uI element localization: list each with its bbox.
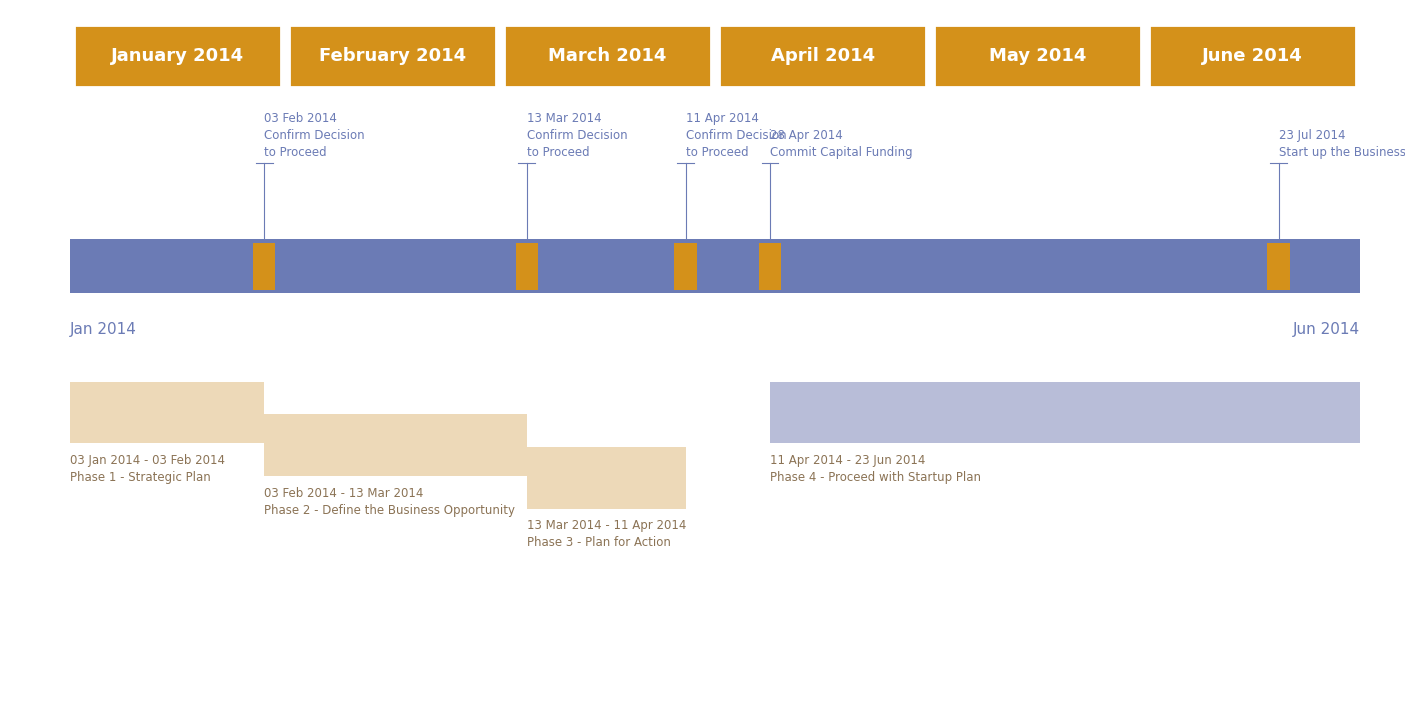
Bar — [674, 243, 697, 290]
Bar — [527, 447, 686, 508]
Bar — [934, 25, 1141, 87]
Text: 28 Apr 2014
Commit Capital Funding: 28 Apr 2014 Commit Capital Funding — [770, 130, 913, 159]
Text: 11 Apr 2014 - 23 Jun 2014
Phase 4 - Proceed with Startup Plan: 11 Apr 2014 - 23 Jun 2014 Phase 4 - Proc… — [770, 455, 981, 484]
Bar — [1149, 25, 1356, 87]
Text: 13 Mar 2014
Confirm Decision
to Proceed: 13 Mar 2014 Confirm Decision to Proceed — [527, 112, 628, 159]
Text: Jan 2014: Jan 2014 — [70, 322, 138, 337]
Bar — [770, 382, 1360, 443]
Text: 11 Apr 2014
Confirm Decision
to Proceed: 11 Apr 2014 Confirm Decision to Proceed — [686, 112, 787, 159]
Bar — [1267, 243, 1290, 290]
Bar — [74, 25, 281, 87]
Bar — [504, 25, 711, 87]
Text: March 2014: March 2014 — [548, 47, 667, 65]
Text: 23 Jul 2014
Start up the Business: 23 Jul 2014 Start up the Business — [1279, 130, 1405, 159]
Text: 03 Feb 2014 - 13 Mar 2014
Phase 2 - Define the Business Opportunity: 03 Feb 2014 - 13 Mar 2014 Phase 2 - Defi… — [264, 487, 516, 517]
Bar — [719, 25, 926, 87]
Bar — [70, 239, 1360, 293]
Text: June 2014: June 2014 — [1203, 47, 1302, 65]
Bar — [516, 243, 538, 290]
Text: May 2014: May 2014 — [989, 47, 1086, 65]
Text: April 2014: April 2014 — [770, 47, 875, 65]
Bar — [70, 382, 264, 443]
Bar — [253, 243, 275, 290]
Text: Jun 2014: Jun 2014 — [1293, 322, 1360, 337]
Text: 03 Jan 2014 - 03 Feb 2014
Phase 1 - Strategic Plan: 03 Jan 2014 - 03 Feb 2014 Phase 1 - Stra… — [70, 455, 225, 484]
Text: February 2014: February 2014 — [319, 47, 466, 65]
Text: 03 Feb 2014
Confirm Decision
to Proceed: 03 Feb 2014 Confirm Decision to Proceed — [264, 112, 365, 159]
Bar — [289, 25, 496, 87]
Bar — [264, 414, 527, 476]
Text: 13 Mar 2014 - 11 Apr 2014
Phase 3 - Plan for Action: 13 Mar 2014 - 11 Apr 2014 Phase 3 - Plan… — [527, 520, 686, 550]
Bar — [759, 243, 781, 290]
Text: January 2014: January 2014 — [111, 47, 244, 65]
